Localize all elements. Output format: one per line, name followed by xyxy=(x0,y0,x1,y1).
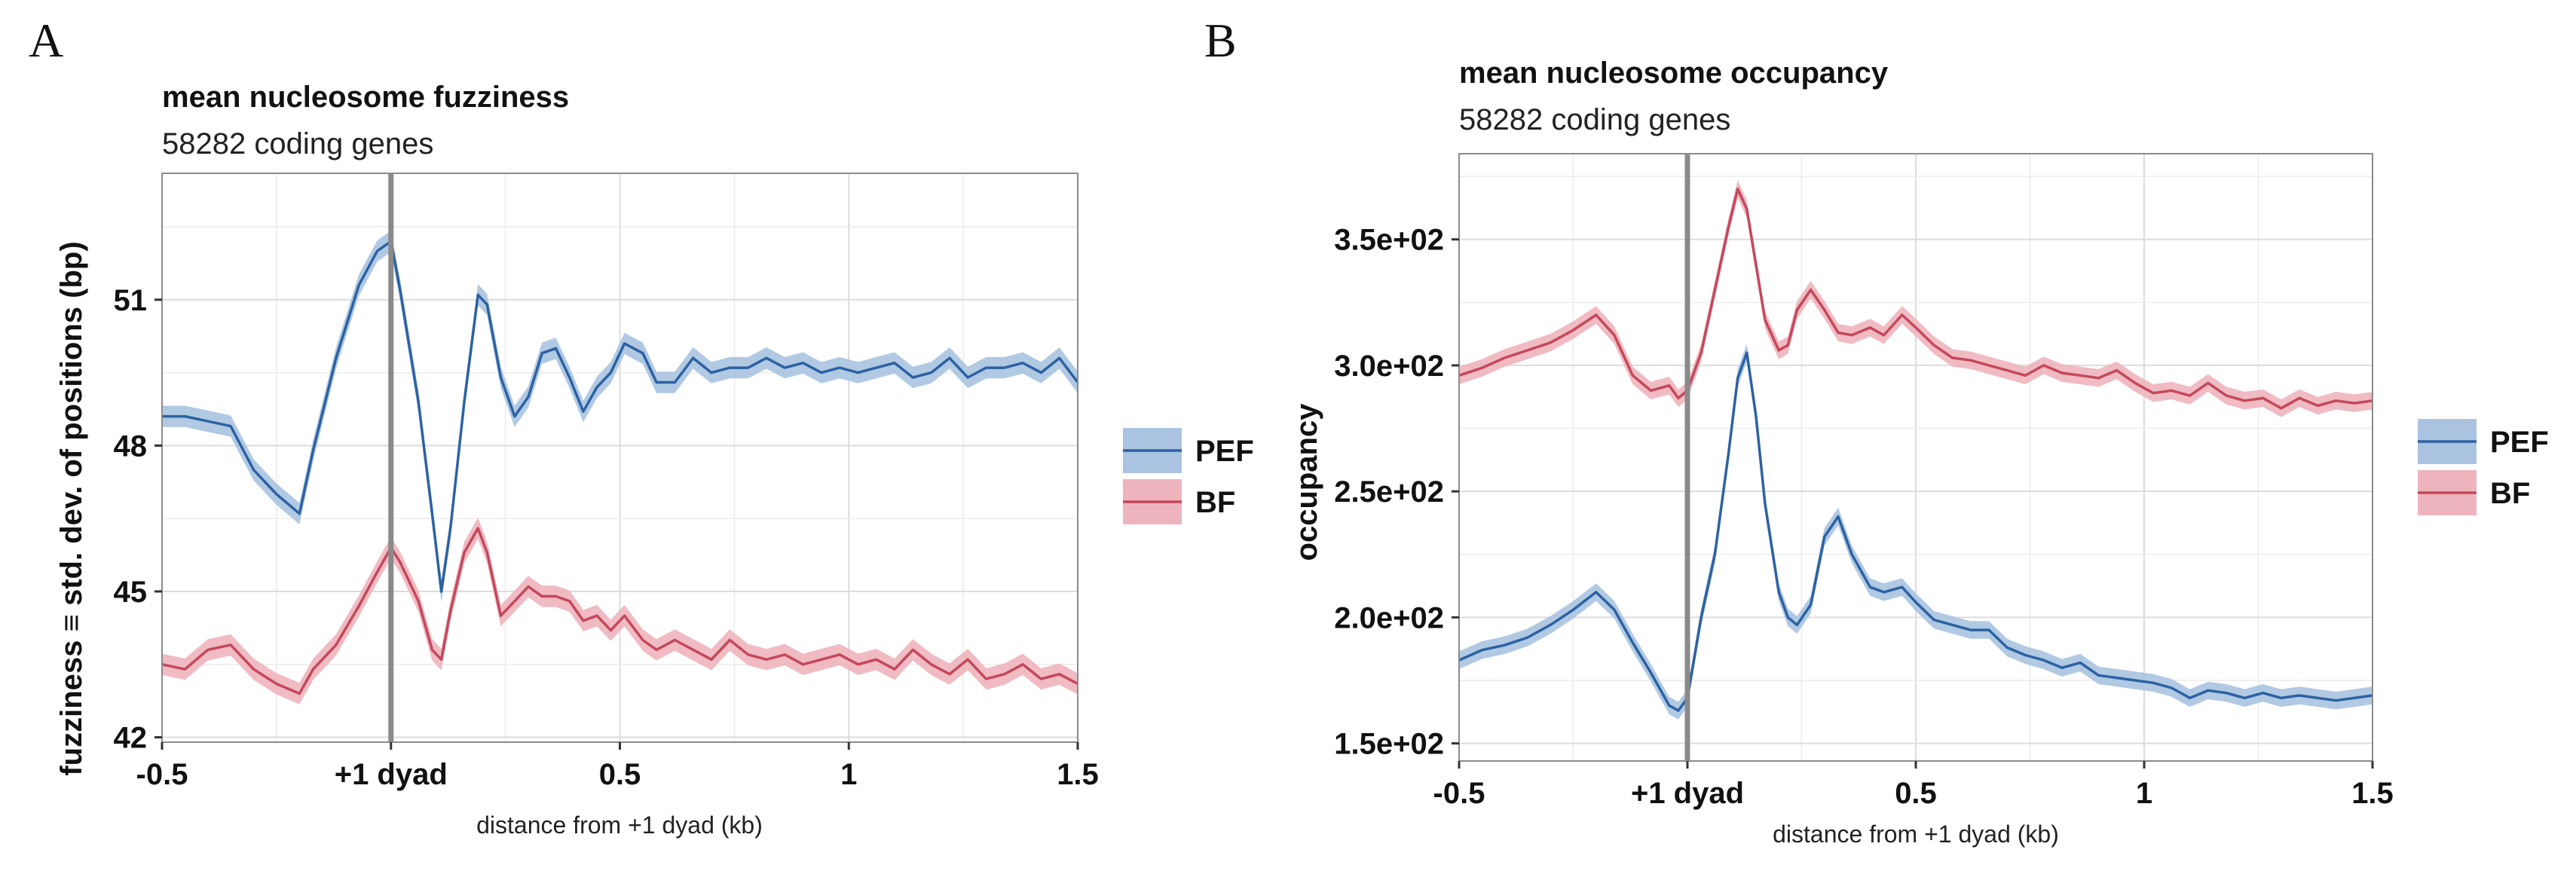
y-tick-label: 2.5e+02 xyxy=(1334,475,1444,509)
x-tick-label: -0.5 xyxy=(1433,777,1485,810)
panel-letter-b: B xyxy=(1204,14,1237,67)
y-tick-label: 3.0e+02 xyxy=(1334,350,1444,383)
panel-b: B mean nucleosome occupancy 58282 coding… xyxy=(1204,14,2549,848)
legend-label-bf: BF xyxy=(2490,477,2530,510)
x-tick-label: 1 xyxy=(840,758,857,791)
x-tick-label: 0.5 xyxy=(1895,777,1937,810)
x-axis-label-a: distance from +1 dyad (kb) xyxy=(476,811,763,839)
x-tick-label: 0.5 xyxy=(599,758,641,791)
y-axis-label-a: fuzziness ≡ std. dev. of positions (bp) xyxy=(55,241,88,775)
y-tick-label: 42 xyxy=(114,722,148,755)
axis-ticks-b: -0.5 +1 dyad 0.5 1 1.5 1.5e+02 2.0e+02 2.5e+02 3… xyxy=(1334,224,2394,810)
chart-title-b: mean nucleosome occupancy xyxy=(1459,57,1889,90)
x-tick-label: 1.5 xyxy=(2351,777,2394,810)
y-tick-label: 45 xyxy=(114,576,148,609)
lines-b xyxy=(1458,188,2373,712)
series-line-pef xyxy=(162,240,1079,593)
chart-subtitle-a: 58282 coding genes xyxy=(162,127,433,160)
legend-label-bf: BF xyxy=(1195,486,1235,519)
lines-a xyxy=(161,240,1079,695)
legend-label-pef: PEF xyxy=(1195,435,1254,468)
y-tick-label: 1.5e+02 xyxy=(1334,728,1444,761)
chart-title-a: mean nucleosome fuzziness xyxy=(162,81,569,114)
legend-b: PEF BF xyxy=(2418,419,2549,515)
legend-label-pef: PEF xyxy=(2490,426,2549,459)
y-tick-label: 51 xyxy=(114,284,148,317)
y-axis-label-b: occupancy xyxy=(1290,403,1323,561)
ci-band-bf xyxy=(162,517,1078,704)
grid-b xyxy=(1458,154,2373,761)
axis-ticks-a: -0.5 +1 dyad 0.5 1 1.5 42 45 48 51 xyxy=(114,284,1099,791)
panel-letter-a: A xyxy=(29,14,63,67)
y-tick-label: 48 xyxy=(114,429,148,463)
series-line-pef xyxy=(1458,351,2373,712)
x-tick-label: 1 xyxy=(2136,777,2152,810)
x-tick-label: -0.5 xyxy=(136,758,188,791)
y-tick-label: 2.0e+02 xyxy=(1334,601,1444,634)
x-tick-label: 1.5 xyxy=(1057,758,1099,791)
panel-a: A mean nucleosome fuzziness 58282 coding… xyxy=(29,14,1254,839)
legend-a: PEF BF xyxy=(1123,428,1254,524)
x-axis-label-b: distance from +1 dyad (kb) xyxy=(1773,821,2059,848)
bands-a xyxy=(162,231,1078,704)
x-tick-label: +1 dyad xyxy=(335,758,448,791)
x-tick-label: +1 dyad xyxy=(1631,777,1744,810)
series-line-bf xyxy=(1458,188,2373,410)
chart-subtitle-b: 58282 coding genes xyxy=(1459,103,1730,136)
y-tick-label: 3.5e+02 xyxy=(1334,224,1444,257)
series-line-bf xyxy=(161,527,1078,695)
grid-a xyxy=(161,173,1078,742)
